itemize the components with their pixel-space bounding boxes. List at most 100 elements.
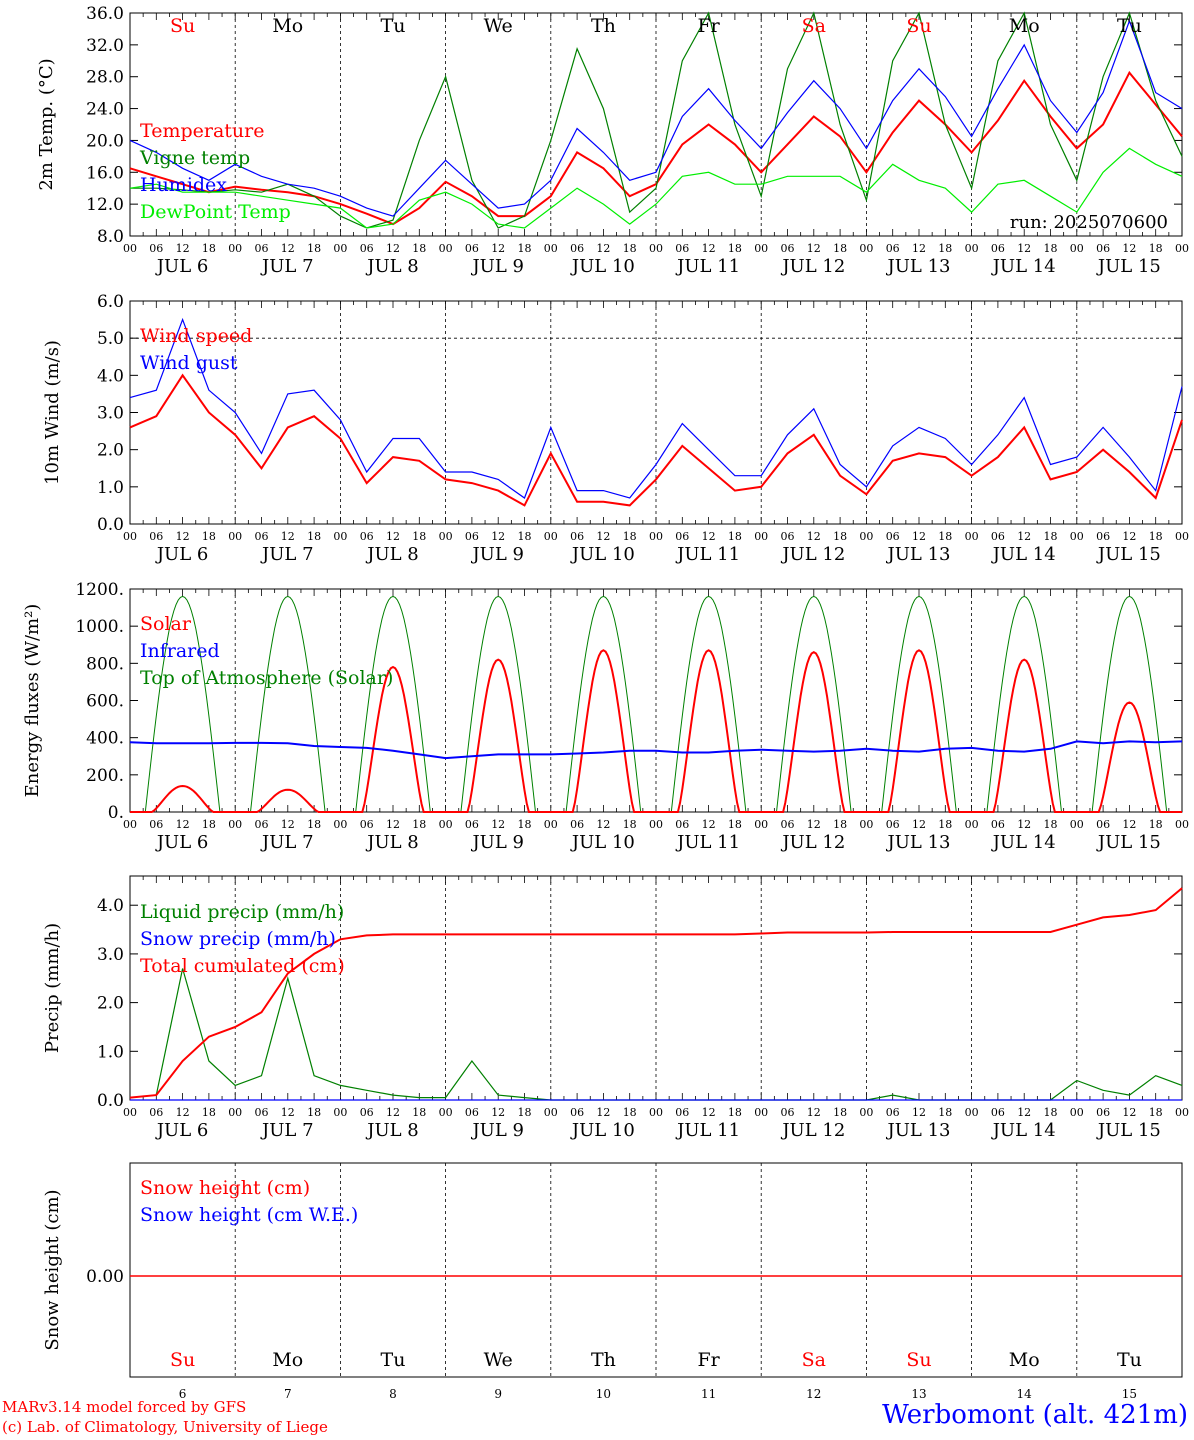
x-hour-tick-label: 12 [807,1106,821,1119]
x-hour-tick-label: 06 [991,818,1005,831]
x-hour-tick-label: 18 [307,530,321,543]
y-tick-label: 3.0 [97,404,124,424]
x-hour-tick-label: 12 [1017,530,1031,543]
x-hour-tick-label: 18 [518,530,532,543]
x-hour-tick-label: 00 [649,1106,663,1119]
x-hour-tick-label: 00 [754,1106,768,1119]
x-hour-tick-label: 12 [596,1106,610,1119]
x-hour-tick-label: 12 [596,530,610,543]
x-hour-tick-label: 12 [491,242,505,255]
weekday-label-bottom: Fr [697,1349,720,1371]
x-hour-tick-label: 00 [649,242,663,255]
weekday-label-top: Mo [272,15,303,37]
series-line-1 [130,11,1183,229]
x-date-label: JUL 12 [780,256,845,277]
x-hour-tick-label: 00 [228,530,242,543]
x-hour-tick-label: 12 [281,242,295,255]
y-tick-label: 4.0 [97,896,124,916]
x-hour-tick-label: 06 [570,530,584,543]
x-hour-tick-label: 18 [412,818,426,831]
x-hour-tick-label: 12 [702,1106,716,1119]
x-date-label: JUL 14 [991,832,1056,853]
x-hour-tick-label: 12 [281,1106,295,1119]
y-axis-label: Snow height (cm) [42,1189,63,1350]
x-date-label: JUL 10 [570,1120,635,1141]
x-hour-tick-label: 00 [754,242,768,255]
x-date-label: JUL 6 [155,832,209,853]
x-hour-tick-label: 12 [912,818,926,831]
x-hour-tick-label: 18 [938,1106,952,1119]
x-hour-tick-label: 12 [176,530,190,543]
x-hour-tick-label: 06 [570,1106,584,1119]
y-tick-label: 12.0 [86,195,124,215]
x-hour-tick-label: 00 [333,818,347,831]
y-tick-label: 0.0 [97,515,124,535]
run-label: run: 2025070600 [1010,212,1168,233]
weekday-label-top: Sa [802,15,826,37]
x-hour-tick-label: 00 [859,1106,873,1119]
series-line-2 [129,887,1183,1099]
x-hour-tick-label: 06 [991,242,1005,255]
x-hour-tick-label: 18 [307,242,321,255]
legend-entry: Snow height (cm) [140,1177,310,1199]
x-hour-tick-label: 00 [1070,242,1084,255]
x-date-label: JUL 13 [886,1120,951,1141]
day-number-label: 12 [806,1387,821,1400]
x-hour-tick-label: 06 [675,818,689,831]
x-date-label: JUL 12 [780,832,845,853]
y-tick-label: 3.0 [97,945,124,965]
weekday-label-top: Tu [381,15,406,37]
x-hour-tick-label: 18 [307,1106,321,1119]
x-hour-tick-label: 00 [965,1106,979,1119]
x-hour-tick-label: 12 [386,1106,400,1119]
legend-entry: Vigne temp [139,147,250,169]
x-hour-tick-label: 18 [307,818,321,831]
x-date-label: JUL 12 [780,544,845,565]
legend-entry: Infrared [140,640,220,662]
x-hour-tick-label: 06 [255,242,269,255]
x-hour-tick-label: 06 [570,242,584,255]
x-hour-tick-label: 12 [1122,818,1136,831]
day-number-label: 8 [389,1387,397,1400]
x-hour-tick-label: 18 [623,530,637,543]
legend-entry: Humidex [140,174,227,196]
x-date-label: JUL 14 [991,256,1056,277]
x-hour-tick-label: 12 [912,1106,926,1119]
y-tick-label: 2.0 [97,441,124,461]
x-hour-tick-label: 00 [333,242,347,255]
x-hour-tick-label: 18 [728,530,742,543]
legend-entry: Liquid precip (mm/h) [140,901,344,923]
x-hour-tick-label: 18 [1044,1106,1058,1119]
x-hour-tick-label: 00 [1175,818,1189,831]
x-hour-tick-label: 18 [202,242,216,255]
x-date-label: JUL 6 [155,544,209,565]
x-date-label: JUL 15 [1096,1120,1161,1141]
series-line-2 [129,19,1183,217]
y-tick-label: 800. [86,654,124,674]
x-hour-tick-label: 00 [859,242,873,255]
x-hour-tick-label: 12 [176,818,190,831]
y-axis-label: Energy fluxes (W/m²) [22,604,43,798]
x-date-label: JUL 7 [260,256,314,277]
x-hour-tick-label: 12 [596,818,610,831]
x-date-label: JUL 9 [470,1120,524,1141]
x-hour-tick-label: 00 [228,242,242,255]
x-date-label: JUL 8 [365,256,419,277]
x-hour-tick-label: 12 [807,242,821,255]
day-number-label: 9 [494,1387,502,1400]
x-date-label: JUL 11 [675,256,740,277]
series-solar-line [130,649,1182,813]
weekday-label-bottom: We [484,1349,513,1371]
y-tick-label: 16.0 [86,163,124,183]
legend-entry: Total cumulated (cm) [140,955,345,977]
model-credit-line1: MARv3.14 model forced by GFS [2,1398,247,1416]
series-line-0 [129,373,1183,507]
x-hour-tick-label: 06 [781,242,795,255]
x-hour-tick-label: 06 [1096,530,1110,543]
x-hour-tick-label: 06 [360,530,374,543]
x-hour-tick-label: 18 [833,242,847,255]
x-hour-tick-label: 06 [886,1106,900,1119]
series-line-3 [129,147,1183,229]
x-hour-tick-label: 18 [518,1106,532,1119]
